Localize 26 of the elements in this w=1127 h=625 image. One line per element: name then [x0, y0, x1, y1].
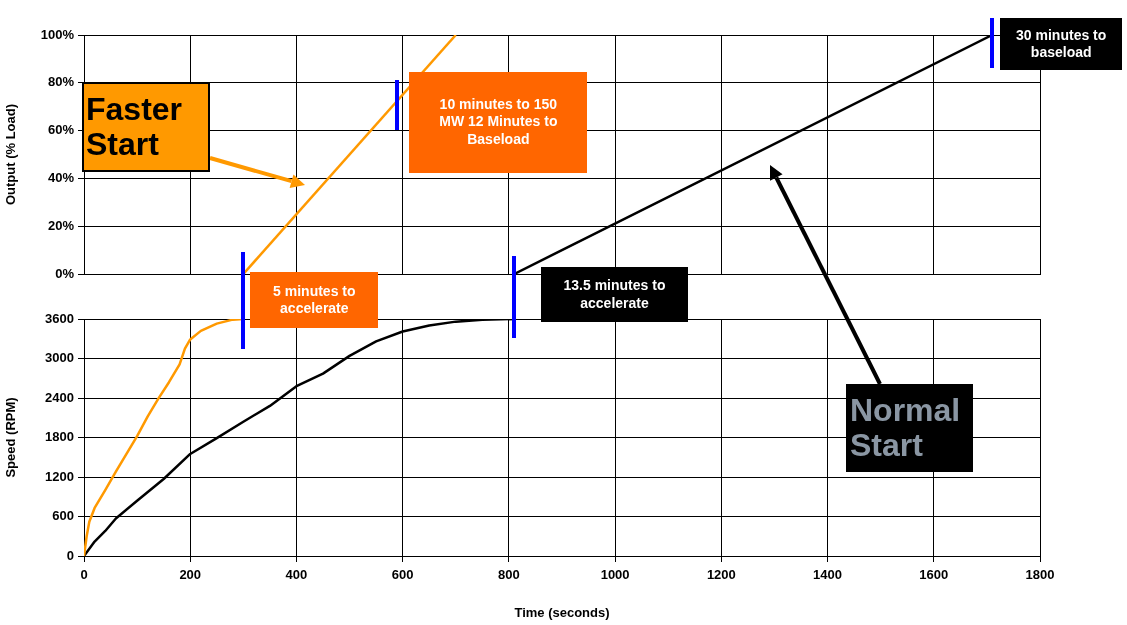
y-tick-label: 1800 [45, 429, 74, 445]
y-tick-label: 40% [47, 169, 75, 185]
y-tick-label: 100% [40, 26, 75, 42]
x-tick-label: 0 [80, 567, 88, 583]
x-tick-label: 1200 [706, 567, 736, 583]
x-axis-title: Time (seconds) [514, 604, 610, 620]
x-tick-label: 600 [391, 567, 414, 583]
x-tick-label: 1000 [600, 567, 630, 583]
x-tick-label: 200 [179, 567, 202, 583]
x-tick-label: 1600 [919, 567, 949, 583]
y-axis-title: Speed (RPM) [3, 397, 19, 478]
y-tick-label: 3000 [45, 350, 74, 366]
y-axis-title: Output (% Load) [3, 103, 19, 206]
y-tick-label: 2400 [45, 389, 74, 405]
y-tick-label: 20% [47, 217, 75, 233]
y-tick-label: 1200 [45, 468, 74, 484]
y-tick-label: 0% [55, 265, 75, 281]
x-tick-label: 400 [285, 567, 308, 583]
x-tick-label: 800 [498, 567, 520, 583]
x-tick-label: 1400 [813, 567, 843, 583]
y-tick-label: 80% [47, 74, 75, 90]
y-tick-label: 600 [52, 508, 74, 524]
y-tick-label: 60% [47, 122, 75, 138]
y-tick-label: 3600 [45, 310, 74, 326]
x-tick-label: 1800 [1025, 567, 1055, 583]
y-tick-label: 0 [66, 547, 74, 563]
